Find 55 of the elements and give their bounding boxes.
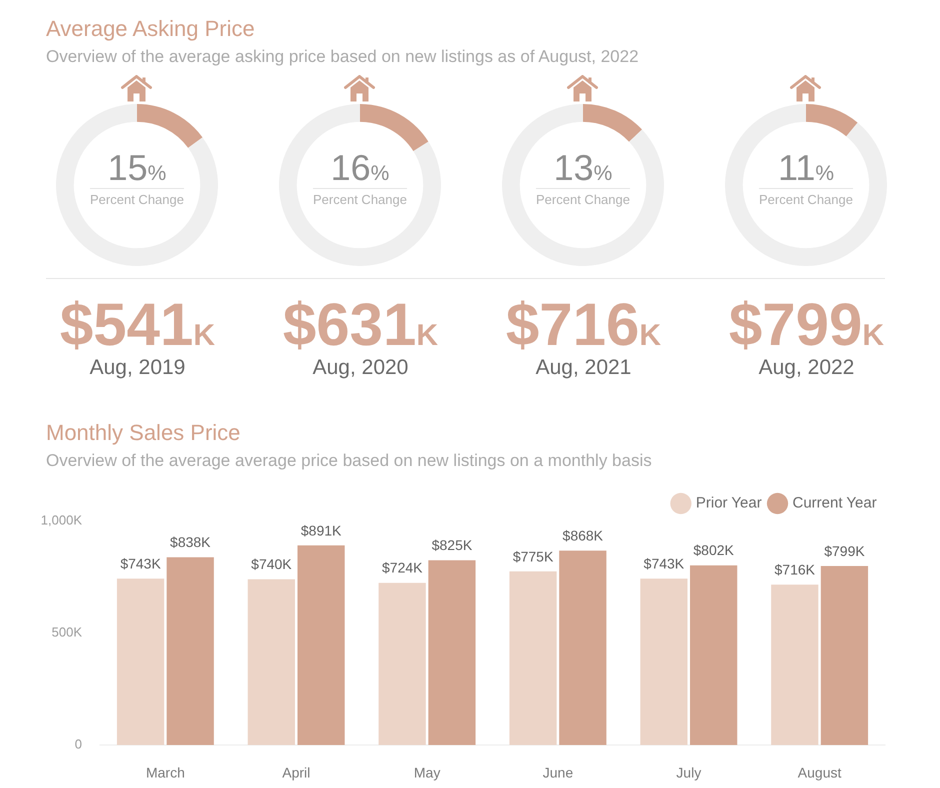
bar xyxy=(509,571,557,745)
y-tick-label: 0 xyxy=(74,736,82,752)
data-label: $799K xyxy=(728,291,884,358)
data-label: 16% xyxy=(330,147,390,188)
data-label: 13% xyxy=(554,147,612,188)
bar xyxy=(559,550,606,745)
category-label: Aug, 2021 xyxy=(534,356,632,380)
bar xyxy=(297,545,345,745)
category-label: Aug, 2019 xyxy=(88,356,186,380)
bar xyxy=(116,578,164,745)
y-tick-label: 1,000K xyxy=(40,512,82,528)
bar xyxy=(166,557,214,745)
chart-title: Monthly Sales Price xyxy=(46,420,240,446)
data-label: $838K xyxy=(170,534,212,550)
data-label: $631K xyxy=(282,291,438,358)
category-label: Aug, 2020 xyxy=(312,356,410,380)
data-label: $825K xyxy=(432,537,473,554)
data-label: $775K xyxy=(512,548,554,564)
x-tick-label: March xyxy=(146,764,185,780)
data-label: $743K xyxy=(120,555,162,572)
x-tick-label: July xyxy=(676,764,702,780)
text: Percent Change xyxy=(758,192,854,208)
x-tick-label: June xyxy=(542,764,574,780)
bar xyxy=(640,578,688,745)
data-label: $743K xyxy=(644,555,685,572)
category-label: Aug, 2022 xyxy=(758,356,856,380)
data-label: $740K xyxy=(251,556,292,572)
data-label: $799K xyxy=(824,542,866,559)
bar xyxy=(820,566,868,745)
bar xyxy=(378,582,426,745)
data-label: 15% xyxy=(108,147,166,188)
text: Overview of the average asking price based on new listings as of August, 2022 xyxy=(46,47,639,67)
legend-label: Current Year xyxy=(792,494,877,512)
text: Percent Change xyxy=(89,192,185,208)
x-tick-label: August xyxy=(798,764,842,780)
data-label: $716K xyxy=(774,561,816,578)
data-label: $541K xyxy=(60,291,216,358)
chart-subtitle: Overview of the average average price based on new listings on a monthly basis xyxy=(46,451,652,471)
bar xyxy=(248,579,296,745)
x-tick-label: April xyxy=(282,764,310,780)
text: Percent Change xyxy=(312,192,408,208)
text: Percent Change xyxy=(535,192,631,208)
bar xyxy=(428,560,476,745)
data-label: 11% xyxy=(778,147,834,188)
y-tick-label: 500K xyxy=(52,624,82,640)
bar xyxy=(771,584,818,745)
text: Average Asking Price xyxy=(46,16,255,42)
data-label: $716K xyxy=(506,291,662,358)
data-label: $724K xyxy=(382,560,424,576)
x-tick-label: May xyxy=(414,764,440,780)
legend-label: Prior Year xyxy=(696,494,762,512)
bar xyxy=(690,565,738,745)
data-label: $868K xyxy=(562,527,604,544)
data-label: $802K xyxy=(693,542,735,558)
data-label: $891K xyxy=(300,522,342,538)
